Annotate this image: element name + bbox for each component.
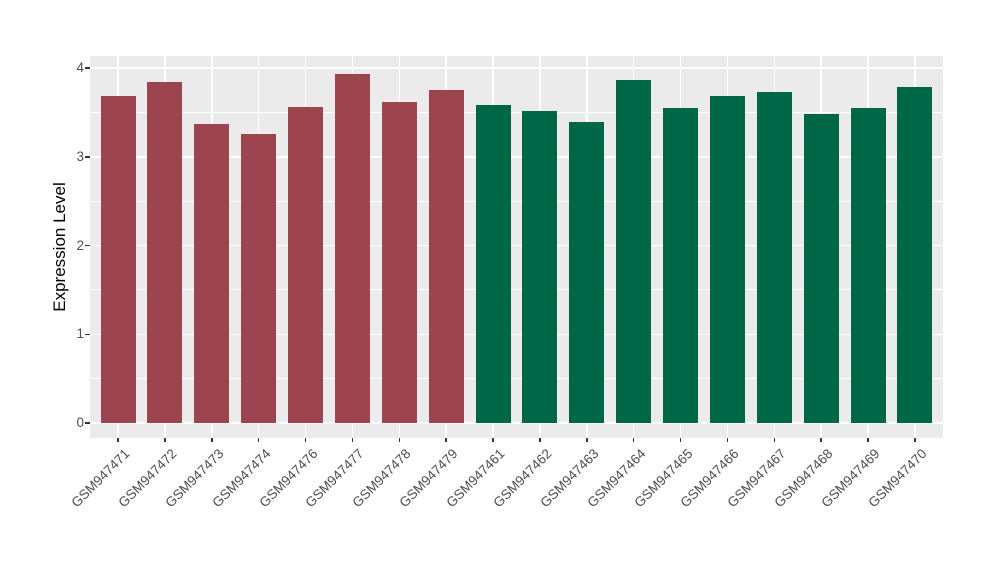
y-tick-mark [85, 67, 90, 69]
gridline-major-y [90, 67, 943, 69]
bar-GSM947465 [663, 107, 699, 423]
bar-GSM947466 [709, 96, 745, 423]
y-tick-mark [85, 244, 90, 247]
gridline-major-y [90, 422, 943, 424]
gridline-major-y [90, 333, 943, 335]
gridline-minor-y [90, 200, 943, 202]
x-tick-mark [398, 438, 401, 442]
x-tick-mark [773, 438, 776, 442]
bar-GSM947468 [803, 114, 839, 423]
bar-GSM947467 [756, 91, 792, 423]
x-tick-mark [914, 438, 916, 442]
x-tick-mark [445, 438, 447, 442]
gridline-major-y [90, 156, 943, 158]
y-tick-mark [85, 333, 90, 335]
y-tick-label: 2 [76, 237, 84, 253]
bar-GSM947479 [428, 90, 464, 423]
bar-GSM947470 [897, 86, 933, 423]
bar-GSM947472 [147, 82, 183, 423]
y-tick-label: 3 [76, 148, 84, 164]
bar-GSM947478 [381, 101, 417, 423]
y-tick-mark [85, 156, 90, 158]
bar-GSM947471 [100, 95, 136, 423]
bar-GSM947461 [475, 105, 511, 423]
x-tick-mark [351, 438, 354, 442]
gridline-minor-y [90, 111, 943, 113]
x-tick-mark [539, 438, 541, 442]
x-tick-mark [632, 438, 635, 442]
y-tick-label: 1 [76, 326, 84, 342]
x-tick-mark [211, 438, 213, 442]
bar-GSM947476 [288, 107, 324, 423]
bar-GSM947473 [194, 123, 230, 423]
x-tick-mark [586, 438, 588, 442]
x-tick-mark [679, 438, 682, 442]
y-tick-label: 0 [76, 415, 84, 430]
x-tick-mark [117, 438, 119, 442]
x-tick-mark [257, 438, 260, 442]
bar-GSM947463 [569, 122, 605, 423]
x-tick-mark [820, 438, 822, 442]
bar-GSM947462 [522, 111, 558, 423]
gridline-minor-y [90, 378, 943, 380]
x-tick-mark [304, 438, 307, 442]
bar-GSM947474 [241, 133, 277, 423]
gridline-minor-y [90, 289, 943, 291]
x-tick-mark [867, 438, 869, 442]
x-tick-mark [164, 438, 166, 442]
bar-GSM947477 [334, 74, 370, 423]
gridline-major-y [90, 244, 943, 247]
y-tick-mark [85, 422, 90, 424]
bar-GSM947469 [850, 107, 886, 423]
x-tick-mark [492, 438, 494, 442]
bar-GSM947464 [616, 80, 652, 423]
plot-panel [90, 56, 943, 438]
x-tick-mark [726, 438, 729, 442]
y-tick-label: 4 [76, 60, 84, 75]
